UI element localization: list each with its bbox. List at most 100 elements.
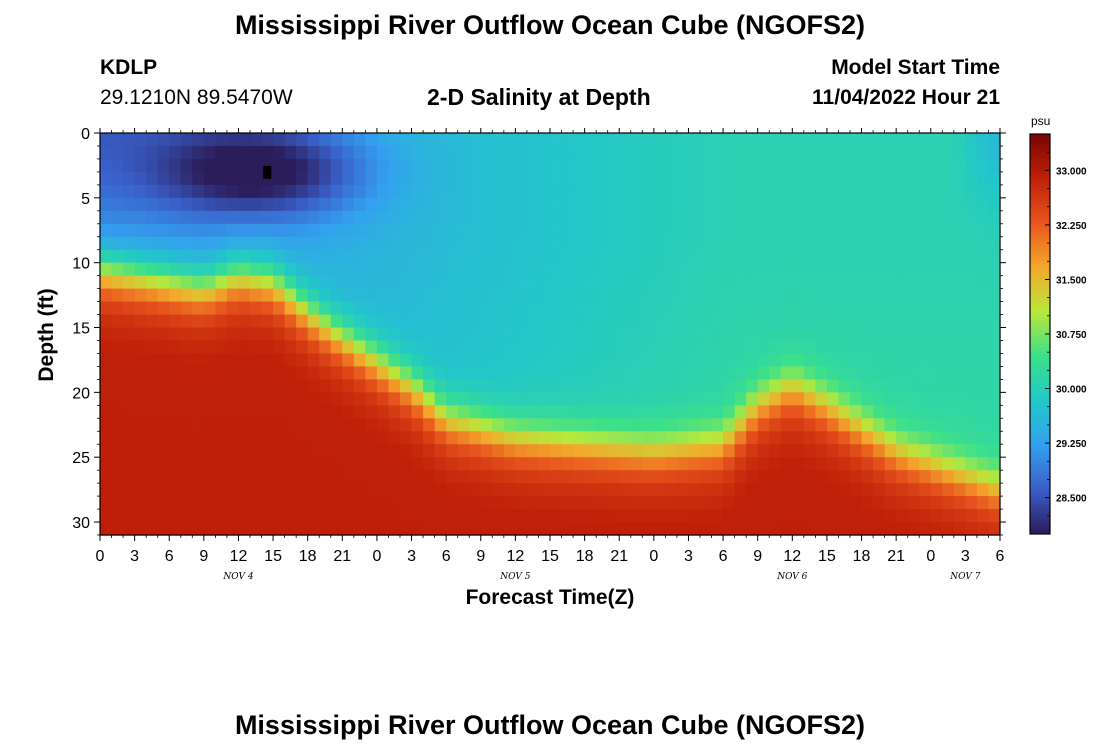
heatmap-cell [850, 145, 863, 160]
heatmap-cell [515, 392, 528, 406]
heatmap-cell [573, 275, 586, 290]
heatmap-cell [780, 133, 793, 147]
heatmap-cell [307, 392, 320, 406]
heatmap-cell [642, 483, 655, 497]
heatmap-cell [711, 366, 724, 380]
heatmap-cell [423, 171, 436, 186]
heatmap-cell [492, 340, 505, 355]
heatmap-cell [434, 457, 447, 471]
heatmap-cell [688, 405, 701, 419]
heatmap-cell [665, 262, 678, 277]
heatmap-cell [296, 340, 309, 355]
heatmap-cell [226, 340, 240, 355]
heatmap-cell [573, 340, 586, 355]
heatmap-cell [342, 327, 355, 342]
heatmap-cell [469, 262, 482, 277]
heatmap-cell [111, 158, 124, 173]
heatmap-cell [653, 405, 666, 419]
heatmap-cell [388, 353, 401, 368]
heatmap-cell [907, 405, 920, 419]
heatmap-cell [550, 379, 563, 393]
heatmap-cell [711, 210, 724, 225]
heatmap-cell [769, 275, 782, 290]
heatmap-cell [665, 275, 678, 290]
heatmap-cell [988, 236, 1001, 251]
heatmap-cell [307, 210, 320, 225]
heatmap-cell [700, 522, 713, 536]
heatmap-cell [515, 470, 528, 484]
heatmap-cell [134, 210, 147, 225]
heatmap-cell [746, 275, 759, 290]
heatmap-cell [850, 236, 863, 251]
heatmap-cell [526, 184, 540, 199]
x-tick-label: 15 [818, 548, 836, 565]
heatmap-cell [734, 262, 747, 277]
heatmap-cell [942, 197, 955, 212]
heatmap-cell [769, 340, 782, 355]
heatmap-cell [100, 340, 113, 355]
heatmap-cell [769, 327, 782, 342]
heatmap-cell [503, 145, 516, 160]
heatmap-cell [619, 262, 632, 277]
heatmap-cell [296, 288, 309, 303]
heatmap-cell [746, 158, 759, 173]
heatmap-cell [134, 522, 147, 536]
heatmap-cell [353, 145, 366, 160]
heatmap-cell [180, 522, 193, 536]
heatmap-cell [584, 236, 597, 251]
heatmap-cell [365, 392, 378, 406]
heatmap-cell [711, 457, 724, 471]
heatmap-cell [492, 275, 505, 290]
x-tick-label: 18 [576, 548, 594, 565]
heatmap-cell [815, 340, 828, 355]
heatmap-cell [780, 314, 793, 329]
heatmap-cell [376, 457, 390, 471]
heatmap-cell [976, 133, 990, 147]
heatmap-cell [861, 223, 874, 238]
heatmap-cell [134, 392, 147, 406]
heatmap-cell [538, 275, 551, 290]
heatmap-cell [965, 184, 978, 199]
heatmap-cell [953, 249, 966, 264]
heatmap-cell [711, 314, 724, 329]
heatmap-cell [884, 184, 897, 199]
heatmap-cell [700, 301, 713, 316]
heatmap-cell [457, 210, 470, 225]
heatmap-cell [157, 223, 170, 238]
heatmap-cell [423, 236, 436, 251]
heatmap-cell [953, 288, 966, 303]
heatmap-cell [757, 340, 770, 355]
heatmap-cell [134, 340, 147, 355]
heatmap-cell [515, 418, 528, 432]
heatmap-cell [665, 327, 678, 342]
heatmap-cell [526, 353, 540, 368]
heatmap-cell [550, 197, 563, 212]
heatmap-cell [146, 457, 159, 471]
heatmap-cell [250, 236, 263, 251]
heatmap-cell [780, 184, 793, 199]
heatmap-cell [400, 353, 413, 368]
heatmap-cell [215, 496, 228, 510]
heatmap-cell [157, 288, 170, 303]
heatmap-cell [619, 249, 632, 264]
heatmap-cell [330, 288, 343, 303]
heatmap-cell [215, 210, 228, 225]
heatmap-cell [180, 431, 193, 445]
heatmap-cell [169, 249, 182, 264]
heatmap-cell [226, 314, 240, 329]
heatmap-cell [676, 431, 690, 445]
heatmap-cell [169, 483, 182, 497]
heatmap-cell [873, 470, 886, 484]
heatmap-cell [919, 509, 932, 523]
heatmap-cell [723, 353, 736, 368]
heatmap-cell [284, 288, 297, 303]
colorbar-segment [1030, 410, 1050, 415]
heatmap-cell [203, 496, 216, 510]
heatmap-cell [607, 184, 620, 199]
heatmap-cell [284, 145, 297, 160]
heatmap-cell [642, 197, 655, 212]
heatmap-cell [238, 210, 251, 225]
heatmap-cell [884, 262, 897, 277]
heatmap-cell [365, 340, 378, 355]
colorbar-segment [1030, 300, 1050, 305]
